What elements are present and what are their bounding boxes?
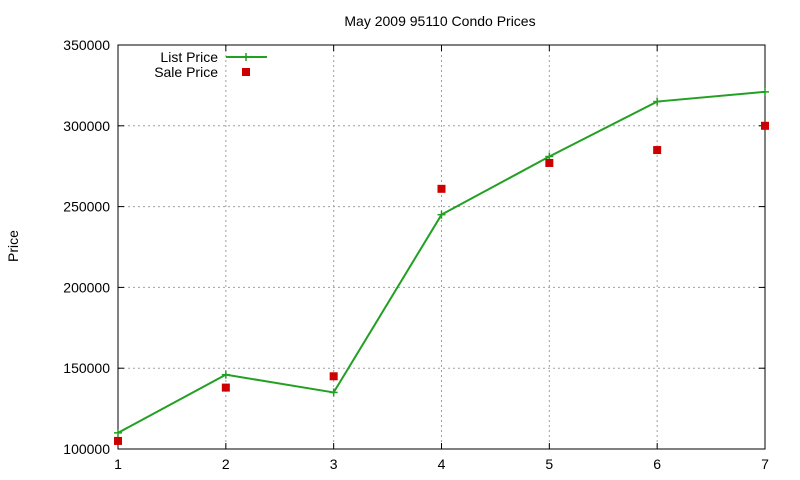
list-price-point <box>761 87 769 96</box>
grid <box>118 45 765 449</box>
axes <box>117 44 766 450</box>
chart-title: May 2009 95110 Condo Prices <box>344 13 535 29</box>
sale-price-point <box>653 146 662 155</box>
x-tick-label: 3 <box>330 456 338 472</box>
legend-label: List Price <box>160 49 218 65</box>
list-price-point <box>653 97 662 106</box>
series-layer <box>114 87 769 445</box>
list-price-point <box>221 370 230 379</box>
sale-price-point <box>114 436 122 445</box>
y-tick-label: 300000 <box>63 118 110 134</box>
sale-price-point <box>221 383 230 392</box>
series-1 <box>114 121 769 445</box>
y-tick-label: 250000 <box>63 199 110 215</box>
list-price-point <box>114 428 122 437</box>
tick-labels: 1 2 3 4 5 6 7 100000 150000 200000 250000 300000 350… <box>63 37 769 472</box>
list-price-point <box>329 388 338 397</box>
series-0 <box>114 87 769 437</box>
x-tick-label: 5 <box>545 456 553 472</box>
y-tick-label: 150000 <box>63 360 110 376</box>
legend-square-marker <box>242 68 250 76</box>
sale-price-point <box>761 121 769 130</box>
y-tick-label: 200000 <box>63 279 110 295</box>
sale-price-point <box>437 184 446 193</box>
legend-label: Sale Price <box>154 64 218 80</box>
sale-price-point <box>329 372 338 381</box>
sale-price-point <box>545 158 554 167</box>
x-tick-label: 6 <box>653 456 661 472</box>
x-tick-label: 4 <box>438 456 446 472</box>
y-tick-label: 100000 <box>63 441 110 457</box>
x-tick-label: 7 <box>761 456 769 472</box>
x-tick-label: 2 <box>222 456 230 472</box>
y-tick-label: 350000 <box>63 37 110 53</box>
x-tick-label: 1 <box>114 456 122 472</box>
legend-plus-marker <box>242 53 250 61</box>
y-axis-label: Price <box>5 230 21 262</box>
list-price-point <box>437 210 446 219</box>
